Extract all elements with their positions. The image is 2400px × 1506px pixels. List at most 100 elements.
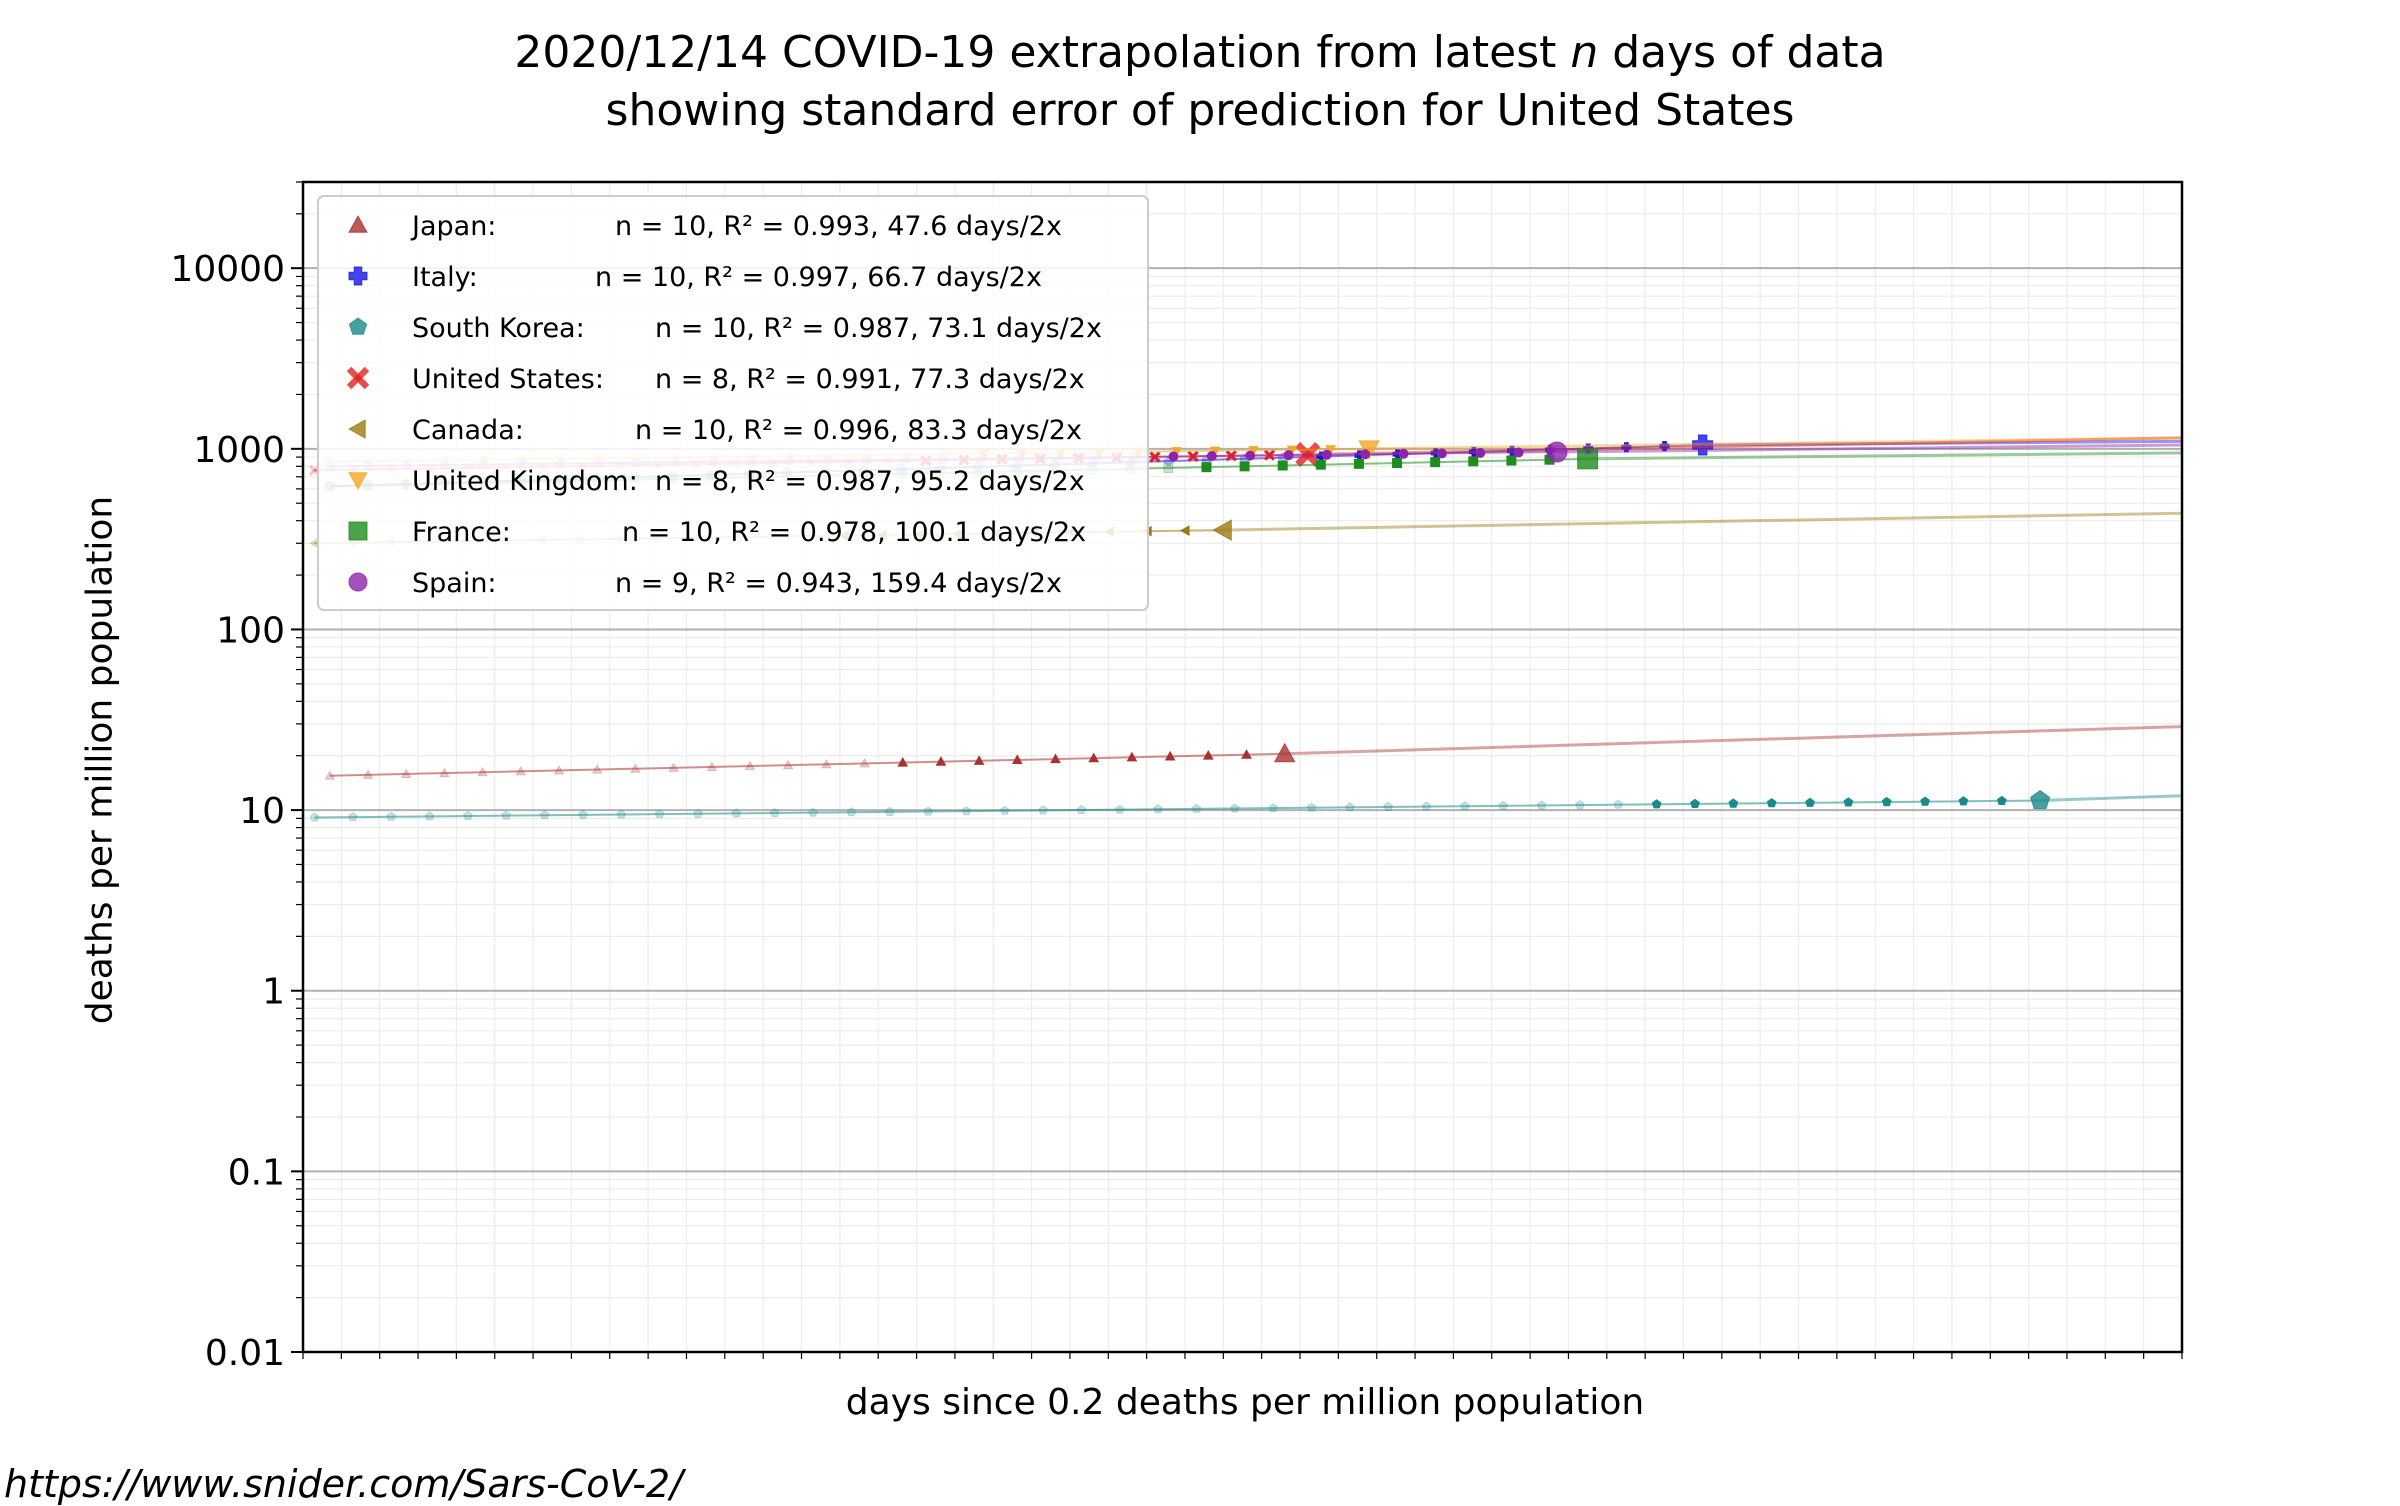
y-tick-label: 0.01 [205,1333,285,1374]
legend-box [317,195,1149,611]
legend: Japan: n = 10, R² = 0.993, 47.6 days/2x It… [317,195,1149,611]
legend-label: Italy: [412,262,478,293]
data-point [1805,797,1815,807]
data-point [1506,455,1517,466]
legend-fit: n = 10, R² = 0.978, 100.1 days/2x [622,517,1086,548]
data-point [1651,799,1662,809]
data-point [1206,451,1217,462]
data-point [1430,457,1441,468]
axes-layer: 0.01 0.1 1 10 100 1000 10000 [170,180,2184,1374]
legend-fit: n = 10, R² = 0.997, 66.7 days/2x [595,262,1042,293]
latest-point [2030,789,2051,810]
data-point [1191,803,1202,813]
data-point [884,806,895,816]
legend-entry-7: Spain: n = 9, R² = 0.943, 159.4 days/2x [348,568,1062,599]
data-point [1475,447,1486,458]
extrapolation-line [1307,436,2183,457]
legend-entry-4: Canada: n = 10, R² = 0.996, 83.3 days/2x [347,415,1082,446]
legend-marker-stroke-b [346,366,370,390]
legend-fit: n = 8, R² = 0.987, 95.2 days/2x [655,466,1085,497]
data-point [1321,449,1332,460]
y-tick-label: 10000 [170,249,285,290]
data-point [859,757,870,768]
data-point [923,806,933,816]
data-point [668,762,679,772]
x-axis-label: days since 0.2 deaths per million popula… [845,1382,1645,1423]
data-point [1360,449,1371,460]
data-point [1230,803,1240,813]
legend-entry-6: France: n = 10, R² = 0.978, 100.1 days/2x [348,517,1086,548]
legend-marker [348,572,368,592]
data-point [782,759,794,770]
legend-marker [348,266,368,286]
data-point [1421,801,1432,811]
data-point [1460,801,1470,811]
title-n: n [1570,27,1599,78]
legend-label: Canada: [412,415,524,446]
data-point [1038,805,1048,815]
series-line [329,752,1285,777]
y-tick-label: 1 [262,972,285,1013]
data-point [1126,751,1138,762]
data-point [362,769,374,779]
data-point [1536,800,1547,810]
data-point [539,810,550,820]
data-point [693,808,703,818]
data-point [477,766,488,777]
latest-point [1577,448,1599,470]
data-point [616,809,627,819]
data-point [1286,445,1298,456]
legend-entry-2: South Korea: n = 10, R² = 0.987, 73.1 day… [348,313,1102,344]
data-point [1513,447,1524,458]
legend-label: France: [412,517,511,548]
data-point [1076,804,1087,815]
data-point [1345,802,1355,812]
data-point [1766,797,1777,808]
legend-label: Japan: [410,211,496,242]
data-point [553,764,565,775]
data-point [630,763,641,773]
data-point [400,768,412,779]
latest-point [1692,434,1714,456]
extrapolation-line [1556,443,2183,454]
data-point [578,809,588,819]
data-point [999,805,1010,815]
data-point [1283,450,1294,461]
data-point [961,805,972,816]
legend-entry-5: United Kingdom: n = 8, R² = 0.987, 95.2 d… [348,466,1085,497]
data-point [1168,451,1179,462]
data-point [463,810,473,821]
data-point [1659,441,1670,452]
data-point [1248,446,1259,456]
data-point [1881,796,1892,807]
data-point [897,757,909,767]
latest-point [1546,441,1568,463]
data-point [324,770,336,780]
data-point [1315,459,1326,470]
data-point [1392,458,1403,469]
data-point [1958,796,1969,806]
extrapolation-line [1369,436,2183,451]
legend-label: United Kingdom: [412,466,638,497]
legend-entry-3: United States: n = 8, R² = 0.991, 77.3 da… [346,364,1085,395]
legend-label: South Korea: [412,313,585,344]
data-point [654,808,665,819]
data-point [821,758,832,769]
data-point [1088,752,1100,763]
data-point [1383,801,1394,812]
data-point [1011,754,1023,765]
series-2 [309,789,2183,822]
legend-fit: n = 9, R² = 0.943, 159.4 days/2x [615,568,1062,599]
data-point [1920,796,1930,806]
data-point [1353,458,1364,469]
title-line1-b: days of data [1598,27,1886,78]
chart-title: 2020/12/14 COVID-19 extrapolation from l… [0,24,2400,140]
y-tick-label: 10 [239,791,285,832]
data-point [706,761,718,772]
data-point [1164,750,1176,761]
legend-marker [348,214,368,233]
data-point [1621,442,1632,453]
data-point [515,765,527,776]
data-point [1277,460,1288,471]
